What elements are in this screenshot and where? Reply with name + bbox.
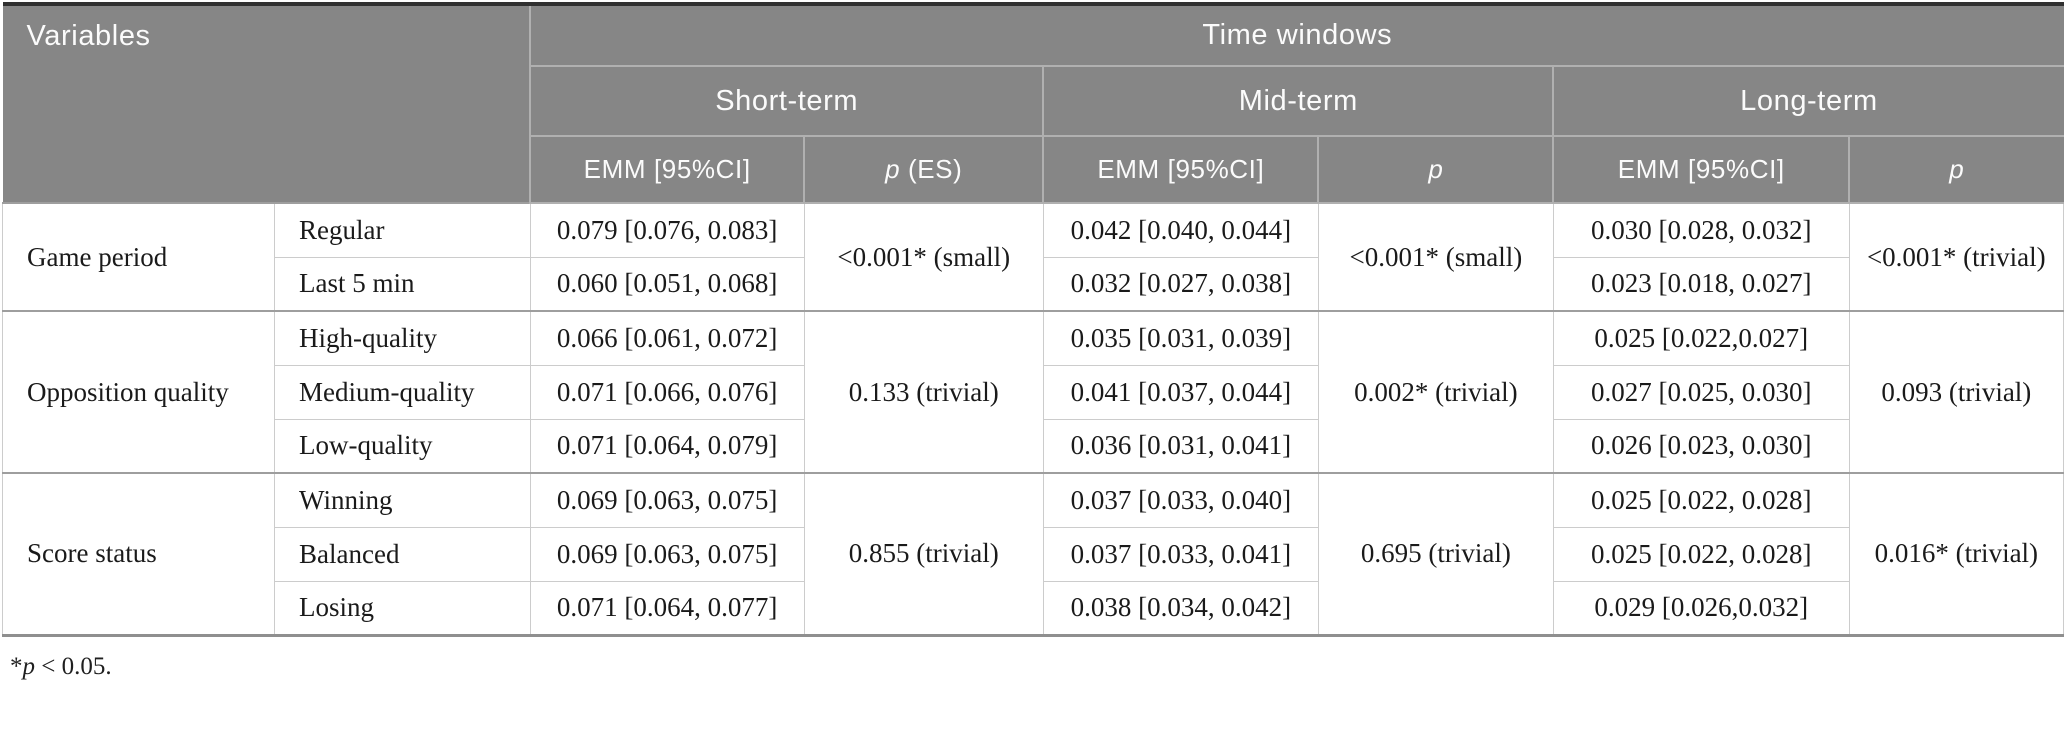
emm-cell: 0.025 [0.022, 0.028] xyxy=(1552,526,1850,582)
emm-cell: 0.041 [0.037, 0.044] xyxy=(1042,364,1319,420)
table-body: Game period Regular 0.079 [0.076, 0.083]… xyxy=(1,202,2065,636)
footnote-p: p xyxy=(22,652,36,680)
level-cell: Last 5 min xyxy=(274,256,531,312)
p-value-cell: <0.001* (trivial) xyxy=(1848,202,2065,312)
emm-cell: 0.038 [0.034, 0.042] xyxy=(1042,580,1319,636)
footnote-star: * xyxy=(10,652,23,680)
p-value-cell: 0.695 (trivial) xyxy=(1317,472,1554,636)
emm-cell: 0.036 [0.031, 0.041] xyxy=(1042,418,1319,474)
emm-cell: 0.032 [0.027, 0.038] xyxy=(1042,256,1319,312)
variables-header: Variables xyxy=(2,4,532,203)
mid-emm-column-header: EMM [95%CI] xyxy=(1042,135,1320,204)
table-row: Medium-quality 0.071 [0.066, 0.076] 0.04… xyxy=(3,364,2064,420)
level-cell: Medium-quality xyxy=(274,364,531,420)
table-row: Score status Winning 0.069 [0.063, 0.075… xyxy=(1,472,2065,636)
emm-cell: 0.042 [0.040, 0.044] xyxy=(1042,202,1319,258)
level-cell: Balanced xyxy=(274,526,531,582)
level-cell: Low-quality xyxy=(274,418,531,474)
p-value-cell: <0.001* (small) xyxy=(803,202,1044,312)
emm-cell: 0.035 [0.031, 0.039] xyxy=(1042,310,1319,366)
emm-cell: 0.030 [0.028, 0.032] xyxy=(1552,202,1850,258)
mid-term-header: Mid-term xyxy=(1042,65,1555,137)
emm-cell: 0.071 [0.064, 0.077] xyxy=(529,580,805,636)
table-row: Low-quality 0.071 [0.064, 0.079] 0.036 [… xyxy=(3,418,2064,474)
table-row: Variables Time windows xyxy=(2,4,2064,203)
long-emm-column-header: EMM [95%CI] xyxy=(1552,135,1851,204)
emm-cell: 0.025 [0.022, 0.028] xyxy=(1552,472,1850,528)
footnote-threshold: < 0.05. xyxy=(35,652,112,680)
p-value-cell: 0.002* (trivial) xyxy=(1317,310,1554,474)
emm-cell: 0.026 [0.023, 0.030] xyxy=(1552,418,1850,474)
emm-cell: 0.060 [0.051, 0.068] xyxy=(529,256,805,312)
significance-footnote: *p < 0.05. xyxy=(10,653,2068,681)
level-cell: High-quality xyxy=(274,310,531,366)
short-term-header: Short-term xyxy=(530,65,1045,137)
level-cell: Winning xyxy=(274,472,531,528)
emm-cell: 0.069 [0.063, 0.075] xyxy=(529,472,805,528)
emm-cell: 0.025 [0.022,0.027] xyxy=(1552,310,1850,366)
table-row: Short-term Mid-term Long-term xyxy=(3,65,2064,137)
long-term-header: Long-term xyxy=(1552,65,2064,137)
table-row: Game period Regular 0.079 [0.076, 0.083]… xyxy=(1,202,2065,312)
level-cell: Regular xyxy=(274,202,531,258)
table-row: Balanced 0.069 [0.063, 0.075] 0.037 [0.0… xyxy=(3,526,2064,582)
p-value-cell: <0.001* (small) xyxy=(1317,202,1554,312)
table-row: Losing 0.071 [0.064, 0.077] 0.038 [0.034… xyxy=(3,580,2064,636)
table-row: EMM [95%CI] p (ES) EMM [95%CI] p EMM [95… xyxy=(3,135,2064,204)
time-windows-header: Time windows xyxy=(529,4,2064,67)
variable-cell: Game period xyxy=(1,202,276,312)
table-row: Opposition quality High-quality 0.066 [0… xyxy=(1,310,2065,474)
emm-cell: 0.079 [0.076, 0.083] xyxy=(529,202,805,258)
mid-p-column-header: p xyxy=(1317,135,1555,204)
long-p-column-header: p xyxy=(1848,135,2064,204)
p-value-cell: 0.016* (trivial) xyxy=(1848,472,2065,636)
emm-cell: 0.023 [0.018, 0.027] xyxy=(1552,256,1850,312)
emm-cell: 0.037 [0.033, 0.040] xyxy=(1042,472,1319,528)
level-cell: Losing xyxy=(274,580,531,636)
short-emm-column-header: EMM [95%CI] xyxy=(530,135,806,204)
es-suffix: (ES) xyxy=(900,154,963,184)
p-value-cell: 0.133 (trivial) xyxy=(803,310,1044,474)
p-value-cell: 0.093 (trivial) xyxy=(1848,310,2065,474)
variable-cell: Opposition quality xyxy=(1,310,276,474)
results-table: Variables Time windows Short-term Mid-te… xyxy=(1,2,2065,637)
variable-cell: Score status xyxy=(1,472,276,636)
emm-cell: 0.069 [0.063, 0.075] xyxy=(529,526,805,582)
table-row: Last 5 min 0.060 [0.051, 0.068] 0.032 [0… xyxy=(3,256,2064,312)
emm-cell: 0.071 [0.064, 0.079] xyxy=(529,418,805,474)
p-value-cell: 0.855 (trivial) xyxy=(803,472,1044,636)
results-table-container: Variables Time windows Short-term Mid-te… xyxy=(1,2,2068,681)
emm-cell: 0.029 [0.026,0.032] xyxy=(1552,580,1850,636)
short-p-column-header: p (ES) xyxy=(803,135,1045,204)
emm-cell: 0.027 [0.025, 0.030] xyxy=(1552,364,1850,420)
emm-cell: 0.066 [0.061, 0.072] xyxy=(529,310,805,366)
table-header: Variables Time windows Short-term Mid-te… xyxy=(2,4,2064,204)
emm-cell: 0.071 [0.066, 0.076] xyxy=(529,364,805,420)
p-label: p xyxy=(885,154,901,184)
emm-cell: 0.037 [0.033, 0.041] xyxy=(1042,526,1319,582)
